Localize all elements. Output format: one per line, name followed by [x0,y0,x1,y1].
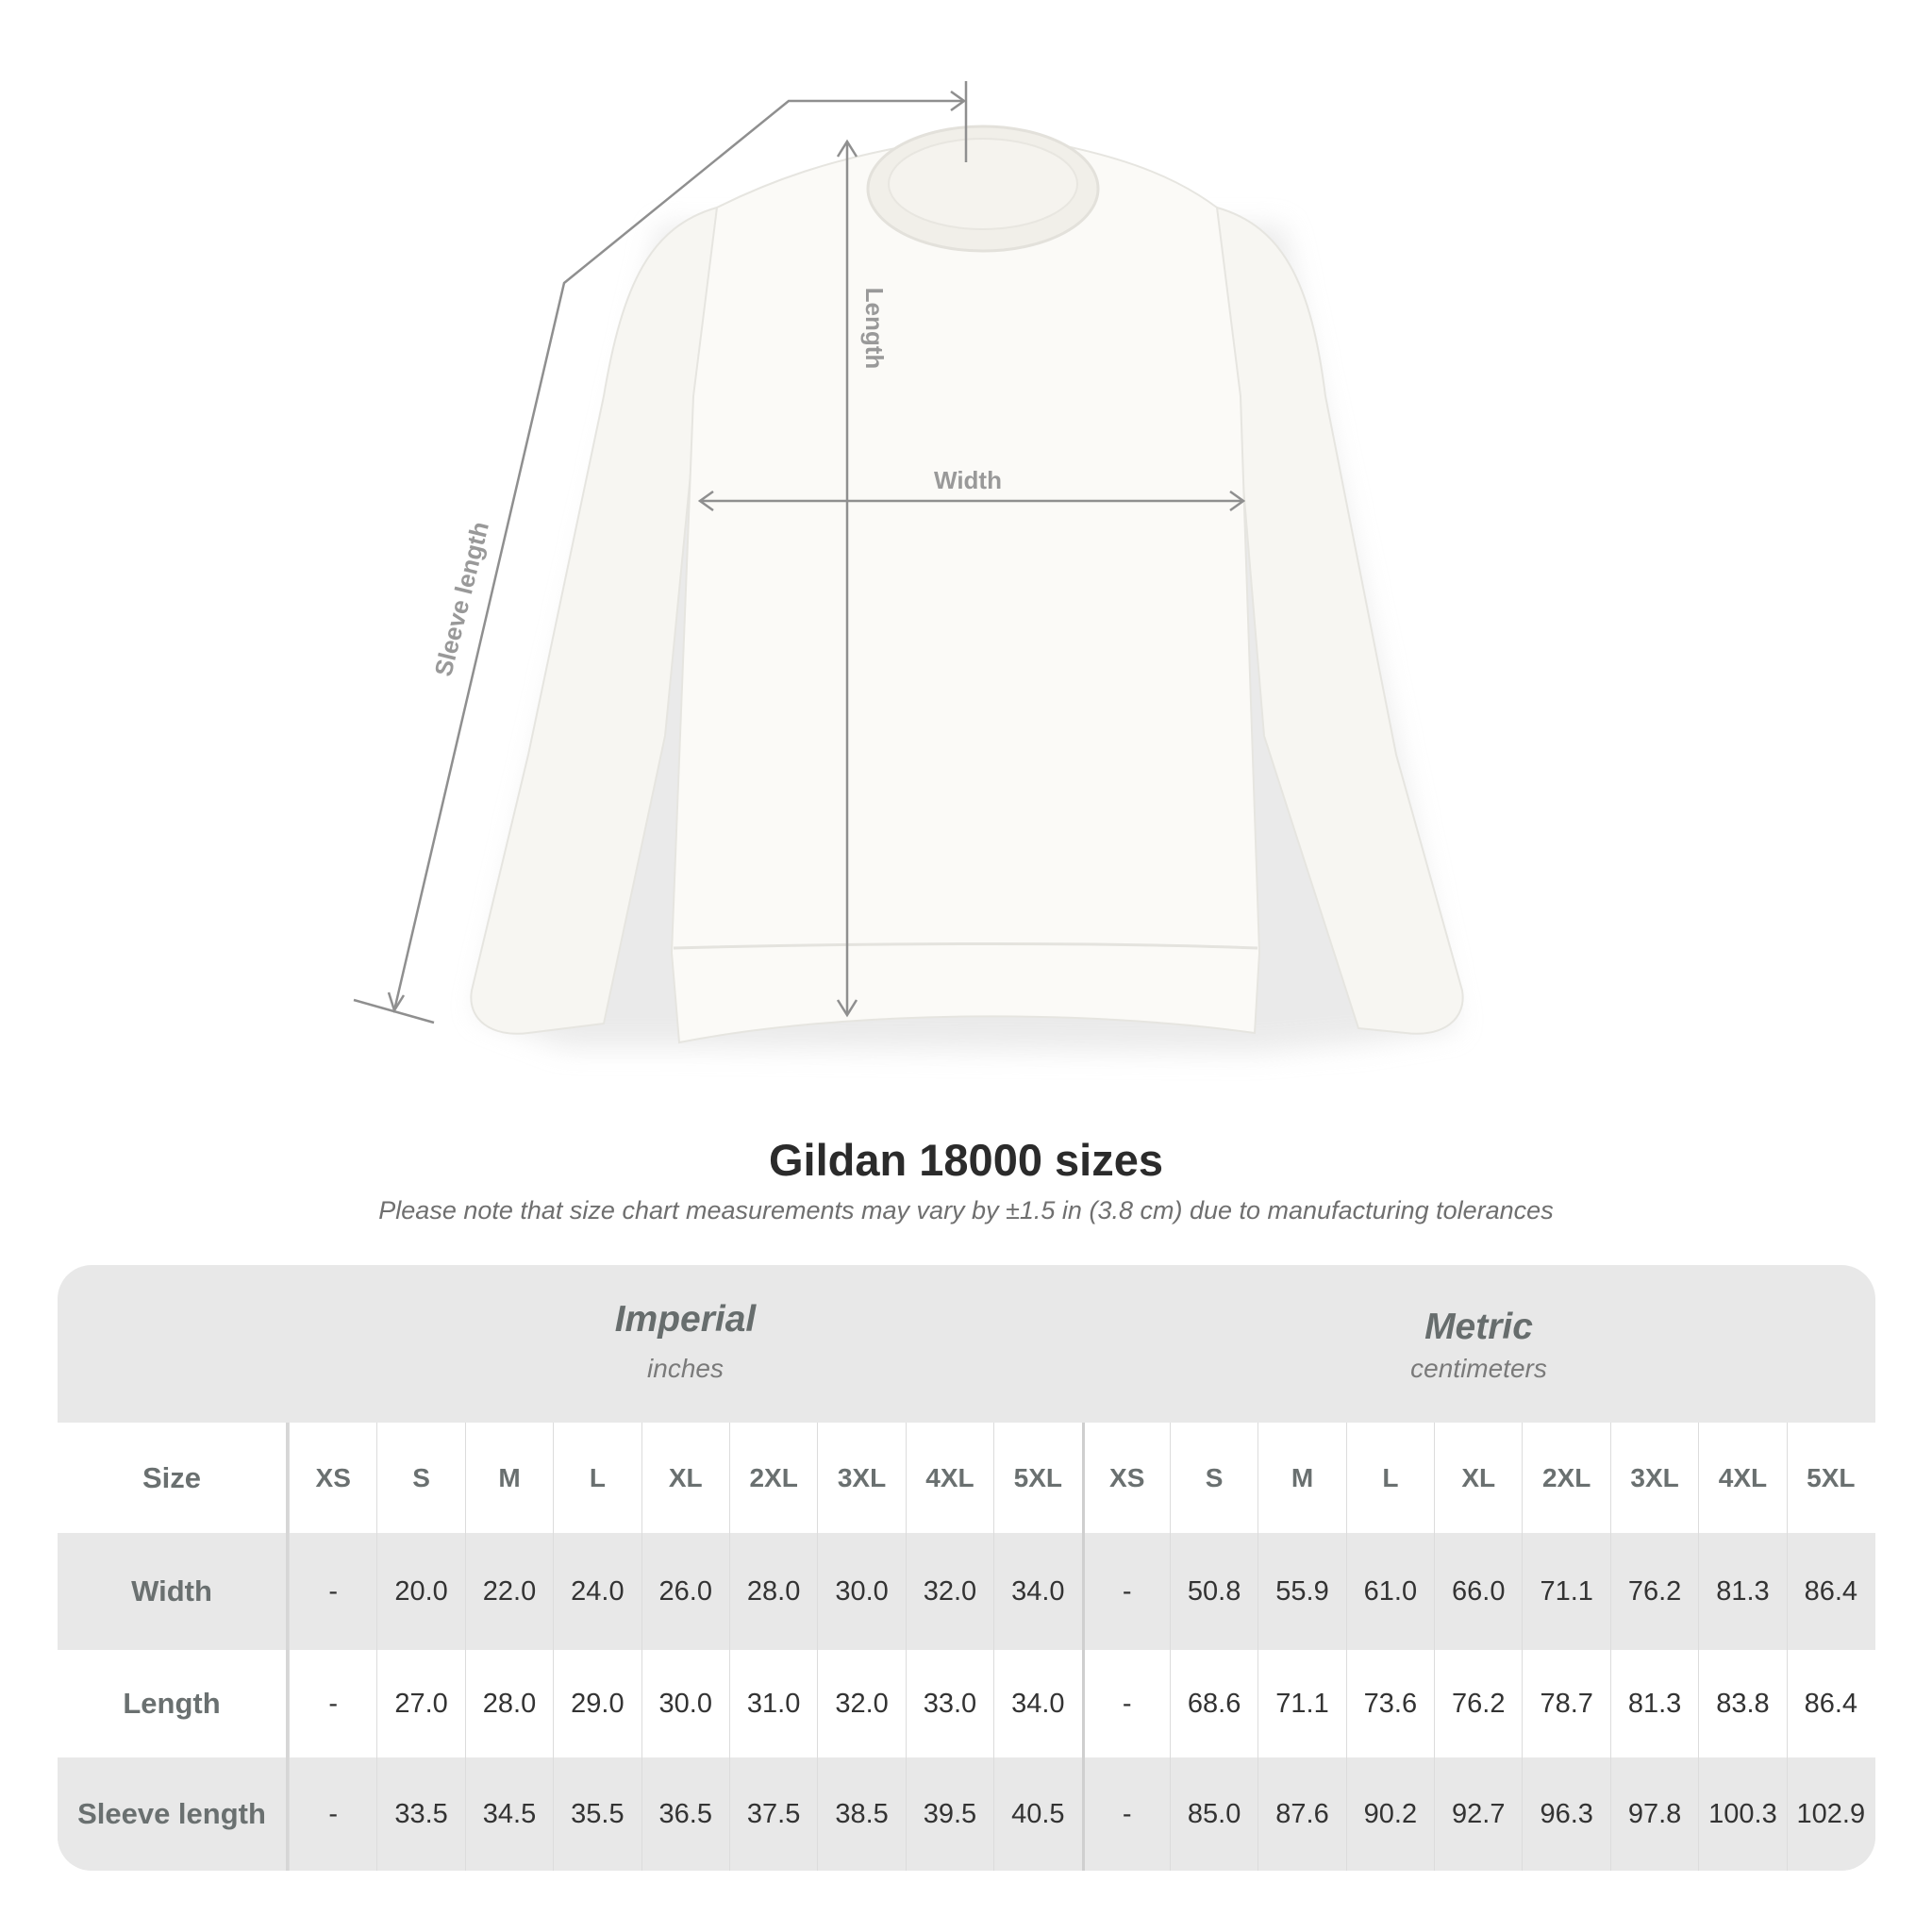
imperial-value-cell: 34.0 [993,1533,1081,1650]
table-row: Width -20.0 22.0 24.0 26.0 28.0 30.0 32.0 34.0-5… [58,1533,1875,1650]
imperial-value-cell: 33.5 [376,1757,464,1871]
imperial-value-cell: 22.0 [464,1533,553,1650]
imperial-size-header: 4XL [905,1423,993,1533]
imperial-value-cell: 27.0 [376,1650,464,1757]
imperial-value-cell: 33.0 [905,1650,993,1757]
metric-size-header: 4XL [1698,1423,1786,1533]
size-label: Size [58,1423,289,1533]
metric-value-cell: 81.3 [1609,1650,1698,1757]
metric-value-cell: 50.8 [1169,1533,1257,1650]
imperial-size-header: XS [289,1423,376,1533]
imperial-value-cell: 32.0 [905,1533,993,1650]
imperial-value-cell: 30.0 [641,1650,729,1757]
imperial-unit: inches [647,1354,724,1383]
measurement-lines [353,81,1246,1024]
imperial-value-cell: 28.0 [464,1650,553,1757]
page-title: Gildan 18000 sizes [768,1135,1164,1185]
metric-value-cell: 78.7 [1522,1650,1609,1757]
sleeve-line [392,99,964,1011]
metric-value-cell: 85.0 [1169,1757,1257,1871]
imperial-value-cell: 24.0 [553,1533,641,1650]
imperial-value-cell: 40.5 [993,1757,1081,1871]
imperial-value-cell: 31.0 [728,1650,817,1757]
row-label: Length [58,1650,289,1757]
imperial-value-cell: 32.0 [817,1650,905,1757]
metric-value-cell: 66.0 [1434,1533,1522,1650]
metric-value-cell: 83.8 [1698,1650,1786,1757]
metric-value-cell: 100.3 [1698,1757,1786,1871]
imperial-value-cell: 26.0 [641,1533,729,1650]
sleeve-length-label: Sleeve length [428,519,494,679]
size-table: Imperial inches Metric centimeters Size X… [58,1265,1875,1871]
imperial-size-header: S [376,1423,464,1533]
imperial-value-cell: - [289,1650,376,1757]
metric-value-cell: 68.6 [1169,1650,1257,1757]
imperial-label: Imperial [614,1299,757,1340]
imperial-size-header: XL [641,1423,729,1533]
metric-size-header: 3XL [1609,1423,1698,1533]
imperial-value-cell: - [289,1533,376,1650]
imperial-size-header: 2XL [728,1423,817,1533]
metric-unit: centimeters [1410,1354,1547,1383]
metric-size-header: S [1169,1423,1257,1533]
metric-label: Metric [1424,1307,1533,1347]
tolerance-note: Please note that size chart measurements… [378,1196,1554,1224]
width-label: Width [934,466,1002,494]
sweatshirt-illustration: Length Width Sleeve length [353,81,1464,1052]
metric-value-cell: 102.9 [1786,1757,1874,1871]
imperial-value-cell: 34.0 [993,1650,1081,1757]
metric-value-cell: 92.7 [1434,1757,1522,1871]
table-row: Sleeve length -33.5 34.5 35.5 36.5 37.5 38.5 39… [58,1757,1875,1871]
metric-size-header: XS [1081,1423,1170,1533]
imperial-value-cell: 20.0 [376,1533,464,1650]
metric-value-cell: 90.2 [1345,1757,1434,1871]
metric-value-cell: 71.1 [1257,1650,1345,1757]
metric-size-header: 5XL [1786,1423,1874,1533]
metric-value-cell: 96.3 [1522,1757,1609,1871]
metric-value-cell: 86.4 [1786,1650,1874,1757]
table-row: Length -27.0 28.0 29.0 30.0 31.0 32.0 33.0 34.0-… [58,1650,1875,1757]
metric-value-cell: 76.2 [1609,1533,1698,1650]
metric-size-header: M [1257,1423,1345,1533]
metric-value-cell: 55.9 [1257,1533,1345,1650]
metric-size-header: XL [1434,1423,1522,1533]
metric-size-header: L [1345,1423,1434,1533]
row-label: Sleeve length [58,1757,289,1871]
metric-value-cell: 86.4 [1786,1533,1874,1650]
imperial-value-cell: 35.5 [553,1757,641,1871]
sweatshirt [470,125,1464,1044]
metric-value-cell: - [1081,1757,1170,1871]
imperial-value-cell: 36.5 [641,1757,729,1871]
imperial-value-cell: 34.5 [464,1757,553,1871]
metric-size-header: 2XL [1522,1423,1609,1533]
imperial-value-cell: - [289,1757,376,1871]
imperial-header: Imperial inches [289,1265,1082,1423]
imperial-value-cell: 39.5 [905,1757,993,1871]
row-label: Width [58,1533,289,1650]
metric-header: Metric centimeters [1082,1265,1875,1423]
metric-value-cell: 97.8 [1609,1757,1698,1871]
imperial-value-cell: 29.0 [553,1650,641,1757]
size-header-row: Size XS S M L XL 2XL 3XL 4XL 5XL XS S M L XL 2XL 3XL 4XL 5… [58,1423,1875,1533]
imperial-size-header: L [553,1423,641,1533]
metric-value-cell: 61.0 [1345,1533,1434,1650]
metric-value-cell: 73.6 [1345,1650,1434,1757]
metric-value-cell: - [1081,1533,1170,1650]
metric-value-cell: 76.2 [1434,1650,1522,1757]
imperial-value-cell: 37.5 [728,1757,817,1871]
imperial-value-cell: 28.0 [728,1533,817,1650]
metric-value-cell: 87.6 [1257,1757,1345,1871]
imperial-value-cell: 30.0 [817,1533,905,1650]
imperial-value-cell: 38.5 [817,1757,905,1871]
imperial-size-header: 3XL [817,1423,905,1533]
metric-value-cell: 71.1 [1522,1533,1609,1650]
imperial-size-header: 5XL [993,1423,1081,1533]
length-label: Length [860,288,889,370]
imperial-size-header: M [464,1423,553,1533]
metric-value-cell: 81.3 [1698,1533,1786,1650]
metric-value-cell: - [1081,1650,1170,1757]
